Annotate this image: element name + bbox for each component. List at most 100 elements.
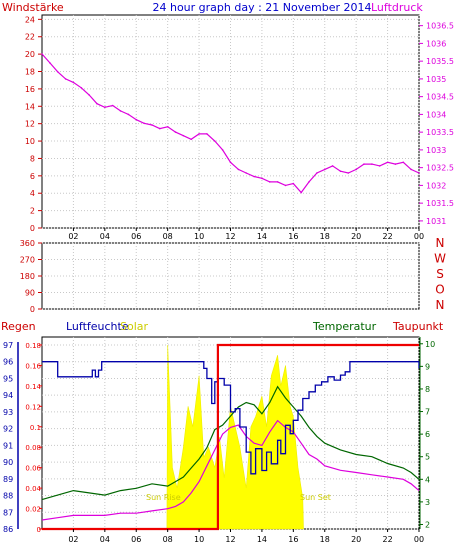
rain-tick-label: 0.18: [25, 342, 41, 350]
pressure-point: [276, 181, 279, 183]
pressure-point: [261, 177, 263, 180]
pressure-point: [174, 131, 177, 133]
pressure-point: [339, 170, 342, 172]
weather-x-tick-label: 16: [288, 535, 298, 544]
rain-tick-label: 0.08: [25, 444, 41, 452]
pressure-point: [166, 126, 169, 128]
pressure-point: [355, 168, 358, 171]
wind-speed-tick-label: 14: [25, 102, 35, 111]
temperature-tick-label: 4: [425, 475, 430, 484]
wind-speed-tick-label: 22: [25, 33, 35, 42]
pressure-x-tick-label: 22: [382, 232, 392, 241]
pressure-point: [182, 134, 185, 137]
pressure-point: [410, 168, 412, 171]
wind-speed-tick-label: 16: [25, 85, 35, 94]
weather-panel-x-axis: 02 04 06 08 10 12 14 16 18 20 22 00: [68, 529, 424, 544]
pressure-x-tick-label: 18: [320, 232, 330, 241]
humidity-tick-label: 95: [3, 374, 13, 383]
pressure-point: [72, 81, 75, 84]
compass-label: O: [435, 283, 444, 297]
pressure-point: [151, 124, 153, 126]
weather-x-tick-label: 10: [194, 535, 204, 544]
wind-speed-tick-label: 12: [25, 120, 35, 129]
pressure-x-tick-label: 20: [351, 232, 361, 241]
pressure-point: [64, 78, 67, 80]
rain-tick-label: 0.1: [30, 424, 41, 432]
pressure-point: [96, 102, 98, 105]
taupunkt-label: Taupunkt: [392, 320, 444, 333]
temperature-tick-label: 7: [425, 408, 430, 417]
solar-label: Solar: [120, 320, 149, 333]
pressure-x-tick-label: 00: [414, 232, 424, 241]
pressure-point: [198, 133, 200, 135]
pressure-point: [363, 163, 365, 165]
sunset-label: Sun Set: [300, 493, 331, 502]
compass-label: N: [436, 298, 445, 312]
pressure-point: [308, 181, 310, 183]
pressure-point: [88, 94, 90, 96]
pressure-point: [143, 122, 145, 125]
pressure-point: [245, 172, 247, 174]
pressure-x-tick-label: 08: [163, 232, 173, 241]
dewpoint-line: [41, 419, 420, 521]
luftfeuchte-label: Luftfeuchte: [66, 320, 129, 333]
pressure-tick-label: 1031: [426, 217, 446, 226]
pressure-tick-label: 1033.5: [426, 128, 454, 137]
wind-direction-tick-label: 270: [20, 256, 35, 265]
weather-series: [41, 343, 420, 531]
pressure-point: [316, 172, 318, 174]
wind-direction-grid: [42, 242, 420, 310]
pressure-point: [190, 138, 192, 141]
pressure-point: [104, 106, 106, 109]
temperature-tick-label: 10: [425, 340, 435, 349]
temperature-tick-label: 2: [425, 520, 430, 529]
temperature-tick-label: 8: [425, 385, 430, 394]
pressure-point: [386, 161, 389, 164]
pressure-tick-label: 1032: [426, 181, 446, 190]
wind-speed-tick-label: 0: [30, 224, 35, 233]
rain-tick-label: 0.06: [25, 465, 41, 473]
weather-x-tick-label: 14: [257, 535, 267, 544]
pressure-tick-label: 1034: [426, 110, 446, 119]
rain-tick-label: 0: [37, 526, 41, 534]
windstaerke-label: Windstärke: [2, 1, 64, 14]
pressure-point: [56, 71, 59, 73]
weather-x-tick-label: 12: [225, 535, 235, 544]
wind-direction-tick-label: 180: [20, 272, 35, 281]
pressure-point: [221, 149, 224, 151]
pressure-panel-frame: [41, 14, 420, 229]
regen-label: Regen: [1, 320, 36, 333]
rain-tick-label: 0.04: [25, 485, 41, 493]
pressure-tick-label: 1034.5: [426, 93, 454, 102]
wind-direction-tick-label: 90: [25, 289, 35, 298]
temperatur-label: Temperatur: [312, 320, 377, 333]
humidity-tick-label: 87: [3, 508, 13, 517]
pressure-point: [292, 182, 295, 185]
pressure-point: [371, 163, 373, 165]
humidity-tick-label: 86: [3, 525, 13, 534]
weather-x-tick-label: 08: [163, 535, 173, 544]
pressure-panel-grid: [42, 15, 420, 229]
pressure-point: [159, 127, 161, 130]
pressure-x-tick-label: 14: [257, 232, 267, 241]
wind-speed-tick-label: 10: [25, 137, 35, 146]
temperature-tick-label: 3: [425, 498, 430, 507]
pressure-point: [284, 184, 287, 187]
pressure-x-tick-label: 02: [68, 232, 78, 241]
humidity-tick-label: 96: [3, 358, 13, 367]
weather-x-tick-label: 22: [382, 535, 392, 544]
pressure-point: [269, 181, 271, 183]
temperature-tick-label: 9: [425, 362, 430, 371]
pressure-tick-label: 1031.5: [426, 199, 454, 208]
weather-x-tick-label: 02: [68, 535, 78, 544]
pressure-point: [127, 113, 130, 116]
pressure-point: [253, 175, 255, 178]
pressure-tick-label: 1036.5: [426, 22, 454, 31]
temperature-tick-label: 6: [425, 430, 430, 439]
pressure-panel-x-axis: 02 04 06 08 10 12 14 16 18 20 22 00: [68, 228, 424, 241]
pressure-series: [41, 53, 420, 194]
compass-label: N: [436, 236, 445, 250]
